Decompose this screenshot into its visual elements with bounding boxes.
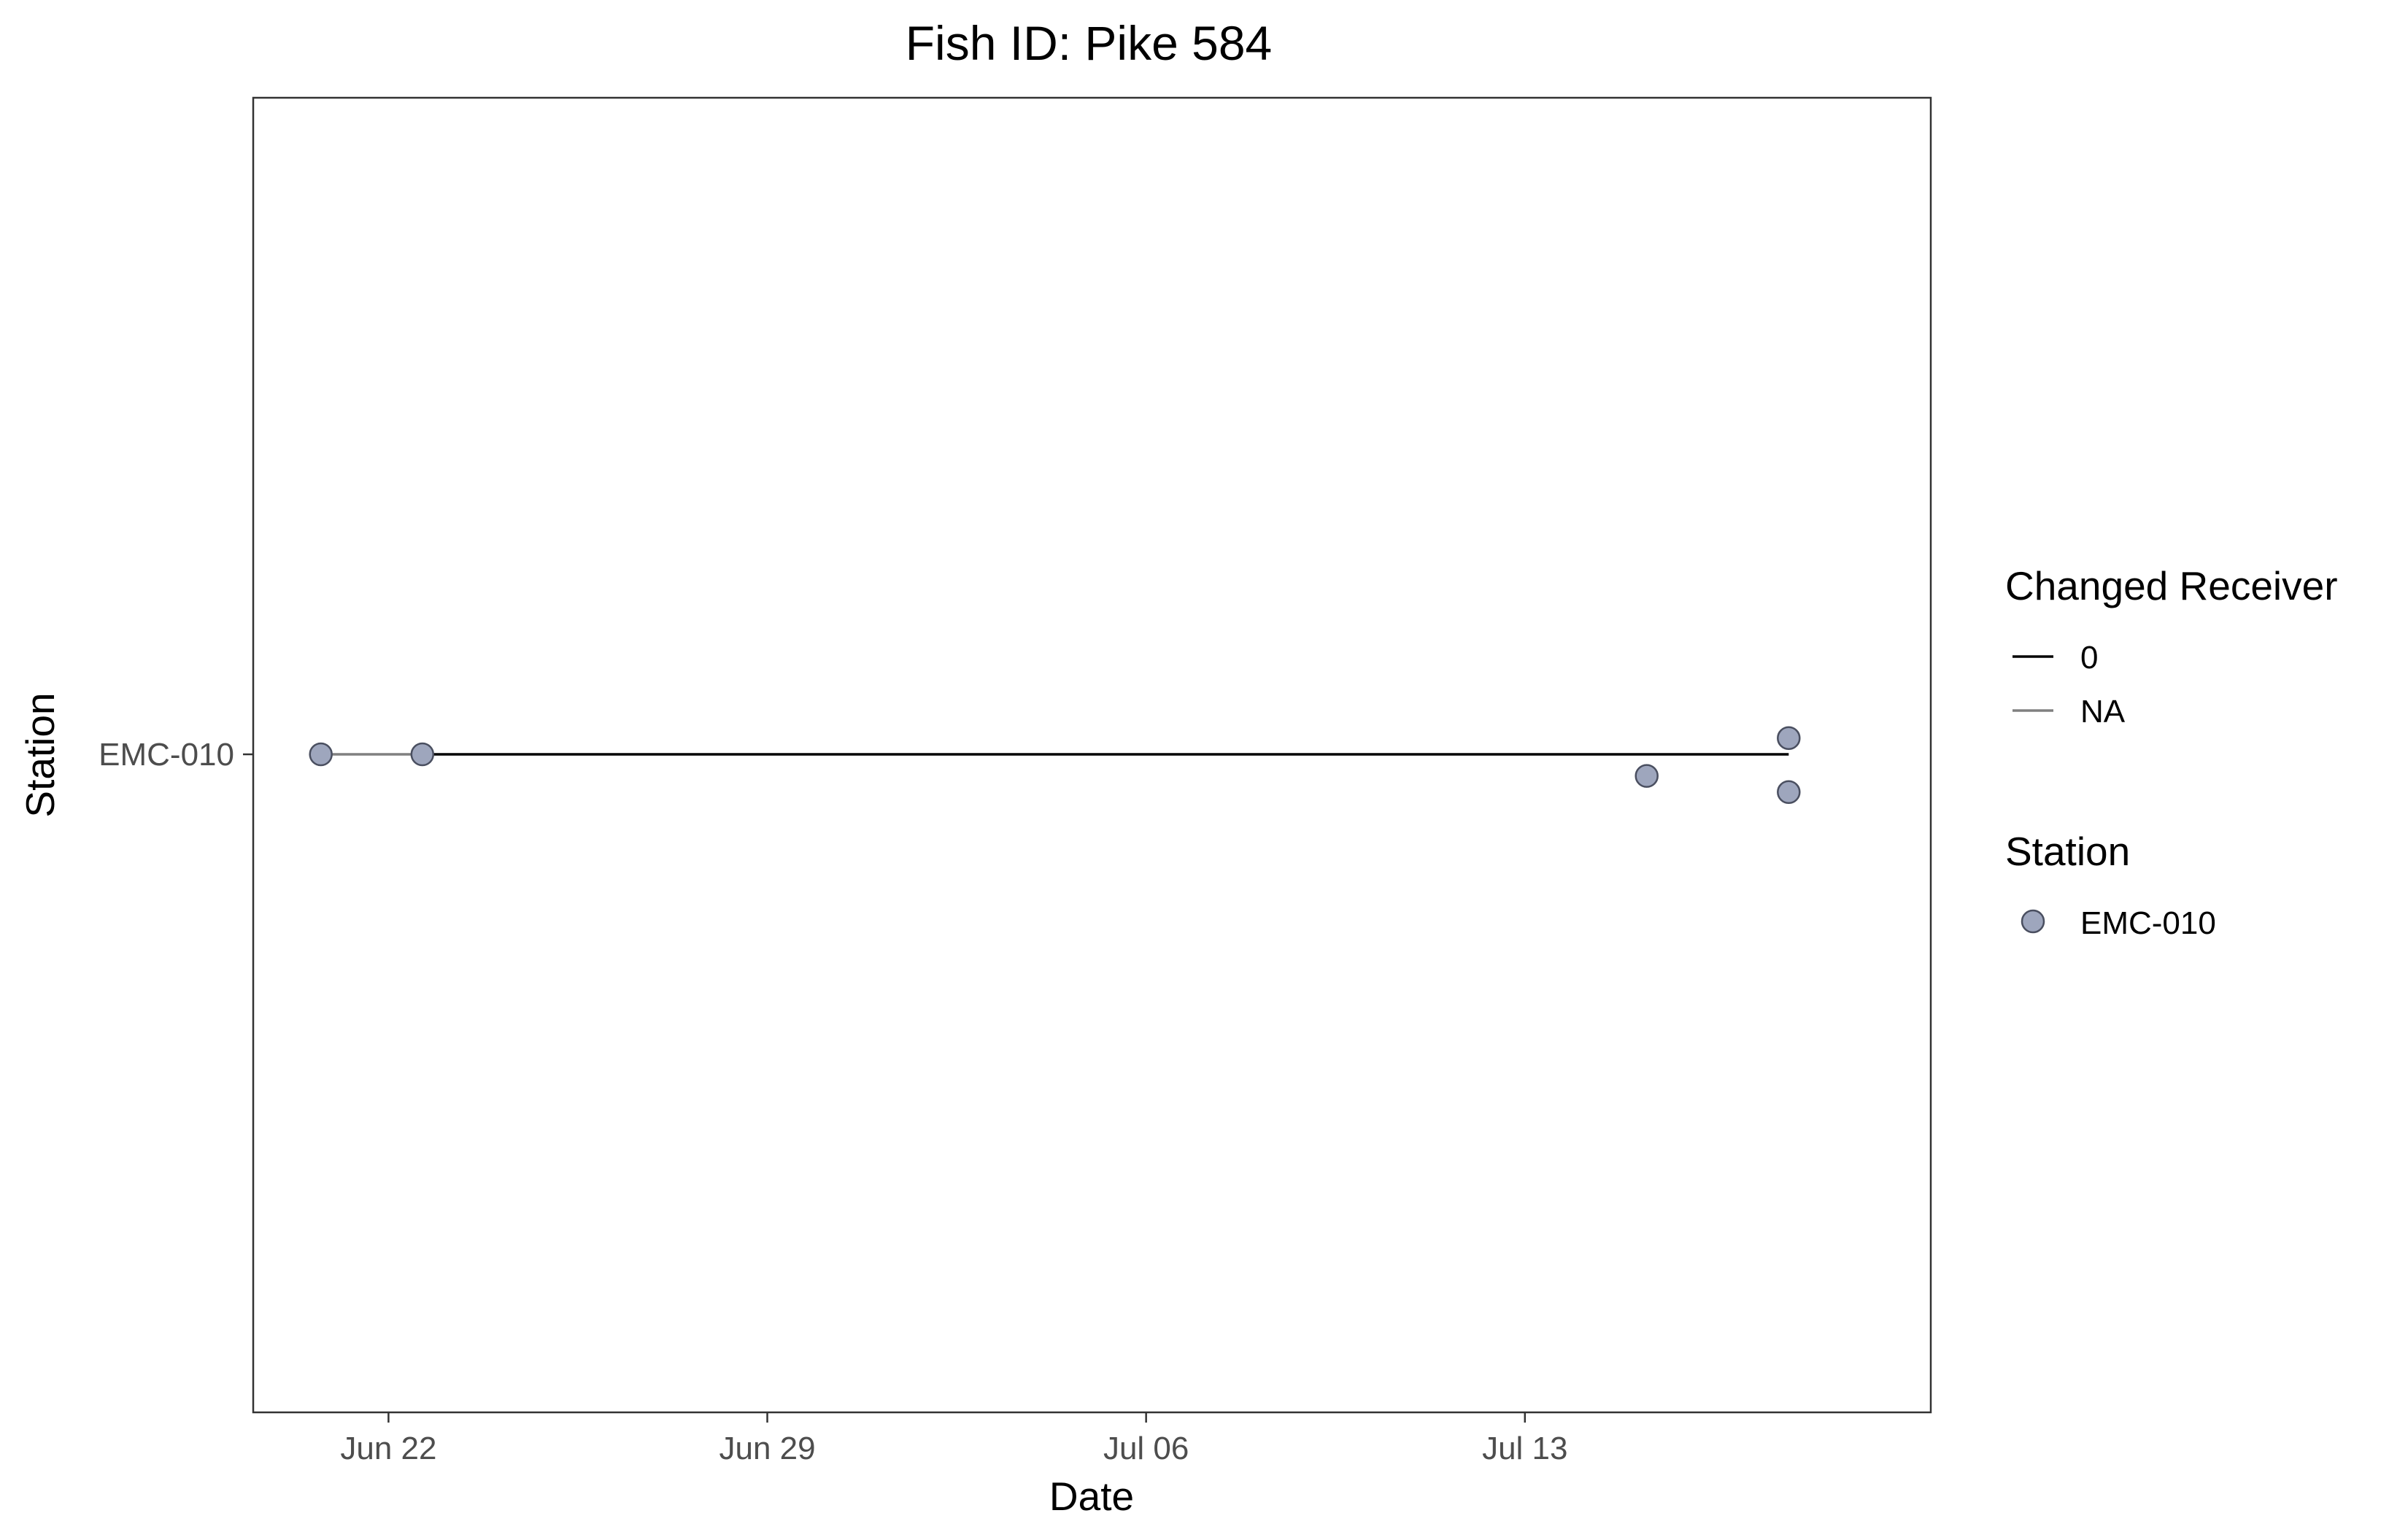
y-tick-label: EMC-010: [99, 737, 234, 773]
data-point: [1777, 780, 1801, 805]
y-axis: EMC-010: [99, 737, 253, 773]
data-point: [309, 742, 333, 767]
legend-label: 0: [2080, 640, 2098, 676]
legend: Changed Receiver 0 NA Station EMC-010: [2005, 563, 2338, 941]
legend-label: EMC-010: [2080, 905, 2216, 941]
data-points: [309, 726, 1801, 805]
chart-title: Fish ID: Pike 584: [906, 16, 1273, 70]
x-axis-title: Date: [1049, 1474, 1134, 1519]
x-axis: Jun 22 Jun 29 Jul 06 Jul 13: [340, 1412, 1568, 1466]
x-tick-label: Jun 29: [719, 1431, 815, 1466]
data-point: [1777, 726, 1801, 751]
legend-key-point: [2021, 909, 2045, 934]
legend-title: Changed Receiver: [2005, 563, 2338, 608]
data-point: [410, 742, 435, 767]
legend-title: Station: [2005, 829, 2130, 874]
data-point: [1635, 764, 1659, 788]
x-tick-label: Jul 13: [1482, 1431, 1567, 1466]
x-tick-label: Jun 22: [340, 1431, 436, 1466]
x-tick-label: Jul 06: [1103, 1431, 1189, 1466]
y-axis-title: Station: [18, 692, 63, 817]
legend-label: NA: [2080, 694, 2126, 730]
